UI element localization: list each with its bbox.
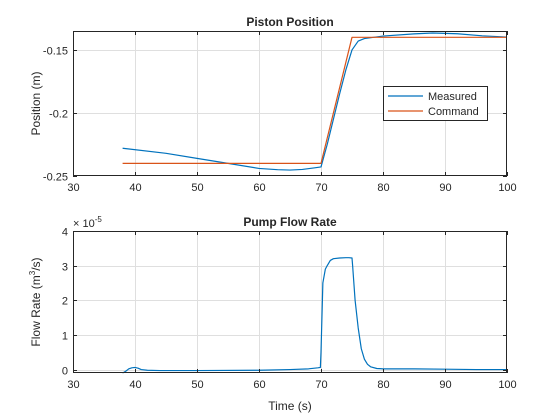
series-line-measured	[122, 32, 508, 171]
y-tick-label: -0.2	[49, 109, 68, 121]
axes-frame	[73, 31, 507, 176]
series-line-flow-rate	[122, 257, 507, 374]
y-tick-label: 3	[62, 262, 68, 274]
x-tick-label: 80	[377, 379, 389, 391]
x-tick-label: 40	[129, 379, 141, 391]
legend-box	[383, 86, 488, 121]
y-axis-label-text: Position (m)	[29, 71, 43, 135]
y-axis-label: Flow Rate (m3/s)	[28, 257, 43, 346]
y-tick-label: -0.15	[43, 46, 68, 58]
x-tick-label: 70	[315, 182, 327, 194]
plot-area	[73, 231, 507, 373]
x-tick-label: 100	[498, 379, 516, 391]
y-tick-label: 1	[62, 331, 68, 343]
series-line-command	[122, 36, 507, 164]
x-tick-label: 40	[129, 182, 141, 194]
axes-1: 30 40 50 60 70 80 90 100 -0.25 -0.2 -0.15 Piston Po…	[29, 15, 517, 194]
y-axis-label-tail: /s)	[29, 257, 43, 270]
x-tick-label: 30	[67, 379, 79, 391]
x-tick-label: 30	[67, 182, 79, 194]
x-tick-label: 50	[191, 379, 203, 391]
chart-title: Piston Position	[246, 15, 333, 29]
exponent-power: -5	[95, 215, 103, 224]
chart-title: Pump Flow Rate	[243, 215, 337, 229]
x-tick-label: 60	[253, 379, 265, 391]
y-axis-label-superscript: 3	[28, 270, 37, 275]
y-tick-label: 0	[62, 366, 68, 378]
x-tick-label: 90	[439, 182, 451, 194]
axes-frame	[73, 231, 507, 373]
x-tick-label: 80	[377, 182, 389, 194]
x-tick-label: 100	[498, 182, 516, 194]
legend-label-command: Command	[428, 106, 479, 118]
legend-label-measured: Measured	[428, 91, 477, 103]
x-tick-label: 90	[439, 379, 451, 391]
y-axis-label: Position (m)	[29, 71, 43, 135]
axes-2: 30 40 50 60 70 80 90 100 0 1 2 3 4 Pump Flow Rate Time…	[28, 215, 517, 413]
y-tick-label: 2	[62, 296, 68, 308]
legend: Measured Command	[383, 86, 488, 121]
x-tick-label: 60	[253, 182, 265, 194]
x-tick-label: 50	[191, 182, 203, 194]
y-tick-label: 4	[62, 227, 68, 239]
y-tick-label: -0.25	[43, 172, 68, 184]
grid	[73, 231, 507, 373]
y-axis-label-text: Flow Rate (m	[29, 275, 43, 346]
y-axis-exponent: × 10-5	[73, 215, 102, 230]
x-tick-label: 70	[315, 379, 327, 391]
x-axis-label: Time (s)	[268, 399, 312, 413]
exponent-base: × 10	[73, 218, 95, 230]
